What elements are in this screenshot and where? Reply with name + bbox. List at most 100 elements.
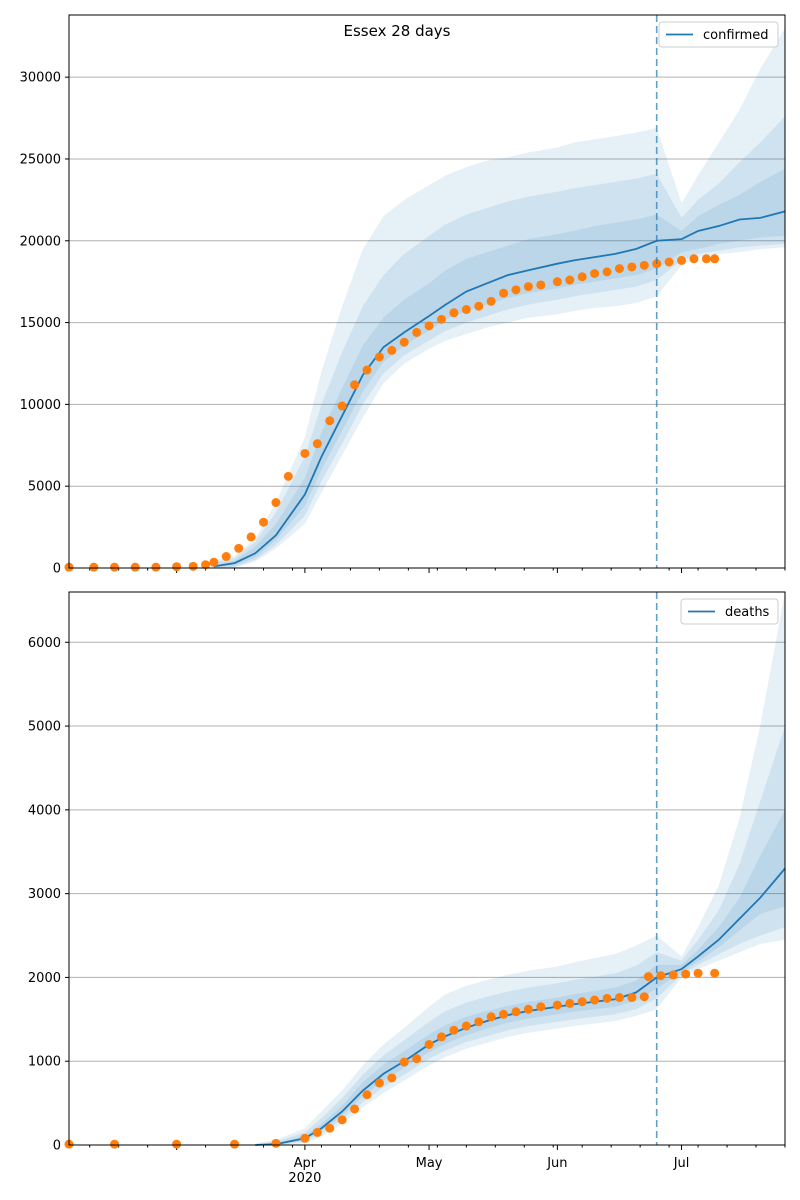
observed-point: [565, 998, 575, 1008]
observed-point: [602, 267, 612, 277]
observed-point: [486, 1012, 496, 1022]
observed-point: [412, 1054, 422, 1064]
observed-point: [325, 1123, 335, 1133]
observed-point: [151, 562, 161, 572]
observed-point: [325, 416, 335, 426]
observed-point: [710, 254, 720, 264]
legend-label: confirmed: [703, 28, 769, 43]
observed-point: [449, 1025, 459, 1035]
observed-point: [436, 314, 446, 324]
observed-point: [271, 1138, 281, 1148]
observed-point: [300, 1133, 310, 1143]
observed-point: [188, 561, 198, 571]
observed-point: [362, 1090, 372, 1100]
confidence-band: [255, 592, 785, 1145]
observed-point: [172, 1139, 182, 1149]
observed-point: [511, 1007, 521, 1017]
observed-point: [412, 327, 422, 337]
legend-box: [680, 598, 779, 625]
observed-point: [300, 448, 310, 458]
observed-point: [312, 1127, 322, 1137]
observed-point: [689, 254, 699, 264]
observed-point: [449, 308, 459, 318]
x-tick-label: Jun: [546, 1156, 567, 1171]
y-tick-label: 30000: [20, 71, 61, 86]
observed-point: [565, 275, 575, 285]
observed-point: [201, 560, 211, 570]
observed-point: [710, 968, 720, 978]
legend-box: [658, 21, 779, 48]
observed-point: [221, 552, 231, 562]
observed-point: [172, 562, 182, 572]
observed-point: [474, 1017, 484, 1027]
observed-point: [693, 968, 703, 978]
observed-point: [350, 380, 360, 390]
observed-point: [436, 1032, 446, 1042]
observed-point: [259, 517, 269, 527]
y-tick-label: 0: [53, 1139, 61, 1154]
y-tick-label: 25000: [20, 152, 61, 167]
observed-point: [271, 498, 281, 508]
observed-point: [374, 1078, 384, 1088]
plot-frame: [68, 591, 786, 1146]
observed-point: [536, 280, 546, 290]
chart-title: Essex 28 days: [344, 22, 451, 40]
observed-point: [602, 993, 612, 1003]
observed-point: [668, 970, 678, 980]
observed-point: [209, 557, 219, 567]
confidence-band: [255, 726, 785, 1145]
y-tick-label: 3000: [28, 887, 61, 902]
observed-point: [387, 1073, 397, 1083]
y-tick-label: 5000: [28, 480, 61, 495]
y-tick-label: 5000: [28, 720, 61, 735]
observed-point: [590, 269, 600, 279]
x-tick-label: May: [416, 1156, 443, 1171]
observed-point: [643, 972, 653, 982]
observed-point: [312, 439, 322, 449]
observed-point: [110, 1139, 120, 1149]
observed-point: [461, 304, 471, 314]
observed-point: [234, 543, 244, 553]
y-tick-label: 4000: [28, 803, 61, 818]
observed-point: [337, 401, 347, 411]
plot-frame: [68, 14, 786, 569]
observed-point: [362, 365, 372, 375]
observed-point: [89, 562, 99, 572]
observed-point: [639, 992, 649, 1002]
observed-point: [523, 1004, 533, 1014]
y-tick-label: 15000: [20, 316, 61, 331]
observed-point: [639, 260, 649, 270]
observed-point: [627, 262, 637, 272]
observed-point: [681, 969, 691, 979]
observed-point: [614, 993, 624, 1003]
observed-point: [283, 471, 293, 481]
y-tick-label: 0: [53, 562, 61, 577]
observed-point: [110, 562, 120, 572]
deaths-panel: 0 1000 2000 3000 4000 5000 6000 deaths Apr May Jun…: [28, 591, 786, 1186]
confirmed-panel: 0 5000 10000 15000 20000 25000 30000 Essex 28 d…: [20, 14, 786, 577]
observed-point: [577, 272, 587, 282]
observed-point: [399, 1057, 409, 1067]
observed-point: [424, 1039, 434, 1049]
observed-point: [536, 1002, 546, 1012]
observed-point: [246, 532, 256, 542]
observed-point: [656, 971, 666, 981]
observed-point: [499, 288, 509, 298]
observed-point: [130, 562, 140, 572]
y-tick-label: 10000: [20, 398, 61, 413]
observed-point: [677, 255, 687, 265]
observed-point: [627, 993, 637, 1003]
model-line: [213, 210, 786, 568]
observed-point: [337, 1115, 347, 1125]
observed-point: [523, 282, 533, 292]
observed-point: [374, 352, 384, 362]
observed-point: [350, 1104, 360, 1114]
observed-point: [399, 337, 409, 347]
observed-point: [387, 345, 397, 355]
confidence-band: [213, 116, 786, 568]
y-tick-label: 20000: [20, 234, 61, 249]
observed-point: [701, 254, 711, 264]
x-tick-label: Jul: [673, 1156, 690, 1171]
confidence-band: [213, 28, 786, 569]
